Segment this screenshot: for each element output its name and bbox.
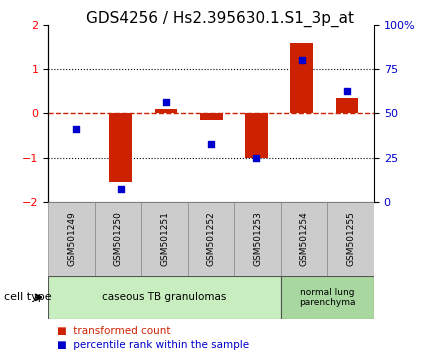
Bar — [48, 276, 281, 319]
Bar — [290, 44, 313, 113]
Point — [162, 99, 169, 105]
Bar — [336, 98, 358, 113]
Text: ■  percentile rank within the sample: ■ percentile rank within the sample — [57, 340, 249, 350]
Bar — [155, 109, 177, 113]
Text: GDS4256 / Hs2.395630.1.S1_3p_at: GDS4256 / Hs2.395630.1.S1_3p_at — [86, 11, 354, 27]
Text: GSM501251: GSM501251 — [160, 211, 169, 267]
Bar — [281, 276, 374, 319]
Point — [72, 126, 79, 132]
Bar — [95, 202, 141, 276]
Text: GSM501254: GSM501254 — [300, 212, 309, 266]
Point — [117, 187, 124, 192]
Bar — [200, 113, 223, 120]
Text: caseous TB granulomas: caseous TB granulomas — [103, 292, 227, 302]
Point — [253, 155, 260, 160]
Text: GSM501250: GSM501250 — [114, 211, 123, 267]
Bar — [188, 202, 235, 276]
Bar — [141, 202, 188, 276]
Text: ■  transformed count: ■ transformed count — [57, 326, 171, 336]
Text: normal lung
parenchyma: normal lung parenchyma — [299, 288, 356, 307]
Text: cell type: cell type — [4, 292, 52, 302]
Text: GSM501252: GSM501252 — [207, 212, 216, 266]
Point — [343, 88, 350, 94]
Bar — [327, 202, 374, 276]
Bar — [110, 113, 132, 182]
Text: GSM501253: GSM501253 — [253, 211, 262, 267]
Point — [298, 57, 305, 63]
Point — [208, 142, 215, 147]
Text: GSM501249: GSM501249 — [67, 212, 76, 266]
Bar — [245, 113, 268, 158]
Bar — [281, 202, 327, 276]
Text: GSM501255: GSM501255 — [346, 211, 355, 267]
Bar — [235, 202, 281, 276]
Bar — [48, 202, 95, 276]
